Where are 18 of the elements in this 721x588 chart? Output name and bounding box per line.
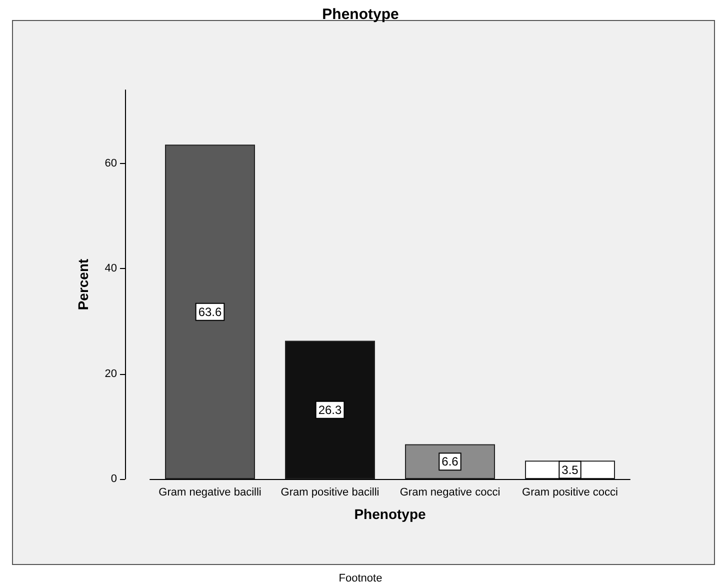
x-axis-title: Phenotype — [354, 506, 426, 522]
x-tick-label: Gram negative cocci — [400, 486, 500, 498]
data-label: 6.6 — [442, 454, 459, 469]
bar — [285, 340, 375, 479]
data-label: 26.3 — [318, 402, 342, 417]
text: Footnote — [338, 572, 382, 584]
x-tick-label: Gram negative bacilli — [158, 486, 262, 498]
x-tick-label: Gram positive cocci — [522, 486, 618, 498]
y-tick-label: 0 — [110, 473, 117, 485]
y-tick-label: 40 — [104, 262, 117, 275]
y-tick-label: 20 — [104, 368, 117, 380]
bar — [165, 144, 255, 479]
y-axis-title: Percent — [75, 258, 91, 310]
x-tick-label: Gram positive bacilli — [280, 486, 380, 498]
y-tick-label: 60 — [104, 158, 117, 170]
chart-title: Phenotype — [322, 6, 399, 23]
data-label: 63.6 — [198, 304, 222, 319]
data-label: 3.5 — [562, 462, 579, 477]
